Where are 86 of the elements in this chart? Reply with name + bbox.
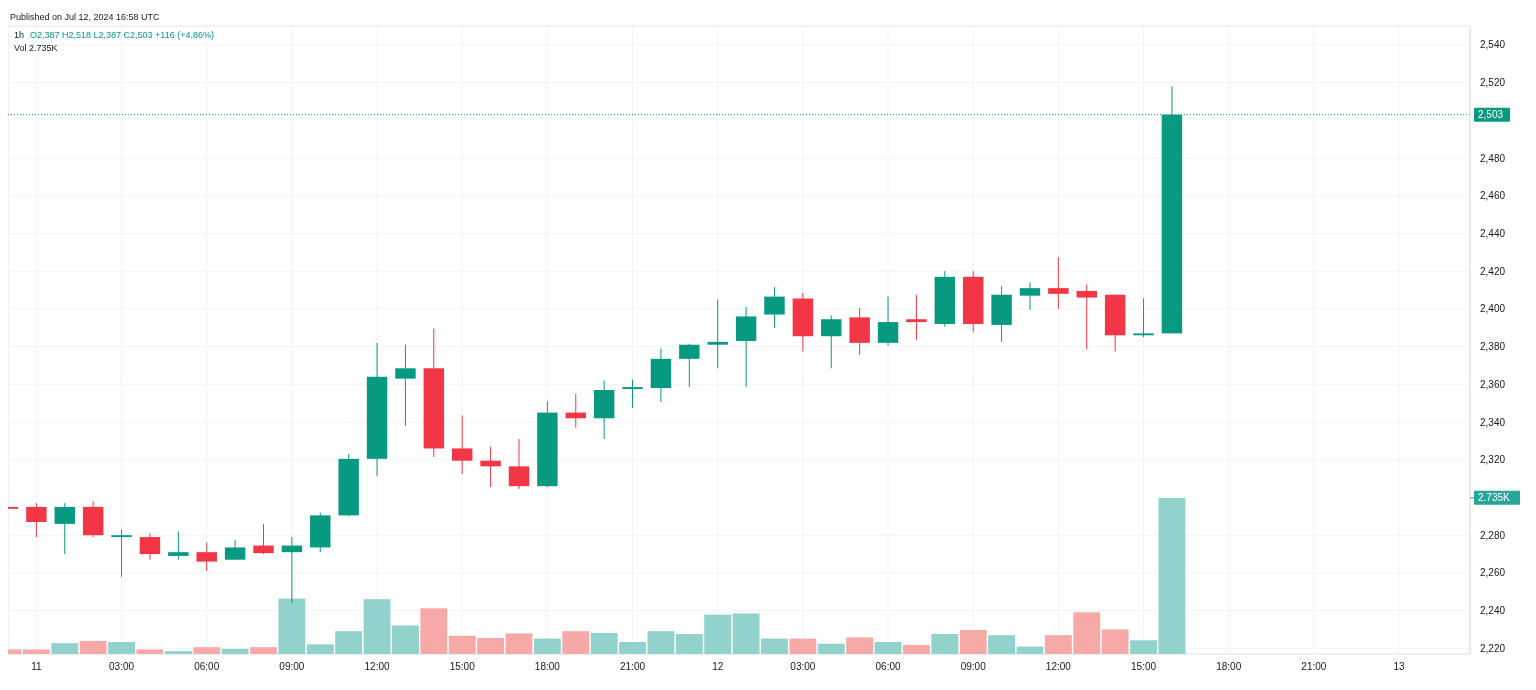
y-tick-label: 2,420	[1480, 265, 1506, 277]
chart-title: 1h	[14, 30, 25, 40]
bar	[193, 647, 221, 654]
candlestick	[26, 502, 47, 538]
candlestick	[679, 343, 700, 388]
x-tick-label: 09:00	[279, 661, 305, 672]
candlestick	[1048, 256, 1069, 310]
candlestick	[877, 296, 899, 347]
candlestick	[480, 446, 501, 488]
x-tick-label: 12	[712, 661, 724, 672]
candlestick	[168, 530, 189, 561]
bar	[562, 631, 590, 654]
candlestick	[139, 532, 161, 561]
x-tick-label: 13	[1393, 661, 1406, 672]
x-tick-label: 03:00	[790, 661, 816, 672]
bar	[221, 648, 249, 654]
bar	[278, 598, 306, 654]
y-tick-label: 2,540	[1480, 39, 1506, 51]
bar	[505, 633, 533, 654]
y-tick-label: 2,280	[1480, 529, 1506, 541]
candlestick	[622, 379, 643, 409]
x-tick-label: 03:00	[109, 661, 135, 672]
y-tick-label: 2,380	[1480, 341, 1506, 353]
y-tick-label: 2,340	[1480, 416, 1506, 428]
candlestick	[906, 294, 927, 341]
annotation: Vol 2.735K	[14, 43, 58, 53]
bar	[931, 634, 959, 654]
bar	[1101, 629, 1129, 654]
bar	[846, 637, 874, 654]
candlestick	[707, 298, 728, 369]
candlestick	[196, 542, 217, 572]
bar	[136, 649, 164, 654]
x-tick-label: 12:00	[1045, 661, 1072, 672]
bar	[250, 647, 277, 654]
x-tick-label: 15:00	[1131, 661, 1157, 672]
candlestick	[508, 438, 530, 490]
x-tick-label: 18:00	[534, 661, 561, 672]
candlestick	[395, 344, 416, 427]
candlestick	[1133, 298, 1154, 338]
x-tick-label: 21:00	[1301, 661, 1327, 672]
x-tick-label: 11	[31, 661, 43, 672]
bar	[79, 640, 107, 654]
candlestick	[1019, 281, 1041, 311]
bar	[51, 643, 79, 654]
y-tick-label: 2,440	[1480, 227, 1506, 239]
candlestick	[821, 314, 842, 369]
candlestick	[253, 523, 274, 555]
y-tick-label: 2,400	[1480, 303, 1506, 315]
bar	[164, 651, 192, 654]
bar	[1016, 646, 1044, 654]
candlestick	[764, 286, 785, 329]
x-tick-label: 06:00	[194, 661, 220, 672]
y-tick-label: 2,320	[1480, 454, 1506, 466]
bar	[108, 642, 135, 654]
bar	[420, 608, 448, 654]
bar	[988, 635, 1016, 654]
y-tick-label: 2,260	[1480, 567, 1506, 579]
x-tick-label: 06:00	[875, 661, 901, 672]
bar	[533, 638, 561, 654]
candlestick	[54, 502, 75, 555]
y-tick-label: 2,360	[1480, 378, 1506, 390]
text: Published on Jul 12, 2024 16:58 UTC	[10, 12, 161, 22]
x-tick-label: 12:00	[364, 661, 390, 672]
bar	[959, 630, 987, 654]
candlestick	[1076, 283, 1097, 350]
x-tick-label: 09:00	[960, 661, 987, 672]
chart-subtitle: O2,387 H2,518 L2,387 C2,503 +116 (+4.86%)	[30, 30, 214, 40]
bar	[817, 643, 845, 654]
x-tick-label: 18:00	[1216, 661, 1242, 672]
y-tick-label: 2,520	[1480, 77, 1506, 89]
y-tick-label: 2,480	[1480, 152, 1506, 164]
y-tick-label: 2,240	[1480, 605, 1506, 617]
bar	[874, 642, 902, 654]
y2-tick-label: 2.735K	[1478, 492, 1511, 504]
bar	[902, 644, 930, 654]
bar	[789, 638, 817, 654]
x-tick-label: 21:00	[620, 661, 646, 672]
bar	[391, 625, 419, 654]
candlestick	[224, 539, 246, 561]
bar	[363, 599, 391, 654]
ref-line-label: 2,503	[1478, 109, 1504, 121]
y-tick-label: 2,460	[1480, 190, 1506, 202]
x-tick-label: 15:00	[449, 661, 476, 672]
candlestick	[111, 529, 132, 578]
y-tick-label: 2,220	[1480, 642, 1506, 654]
candlestick	[451, 414, 473, 475]
